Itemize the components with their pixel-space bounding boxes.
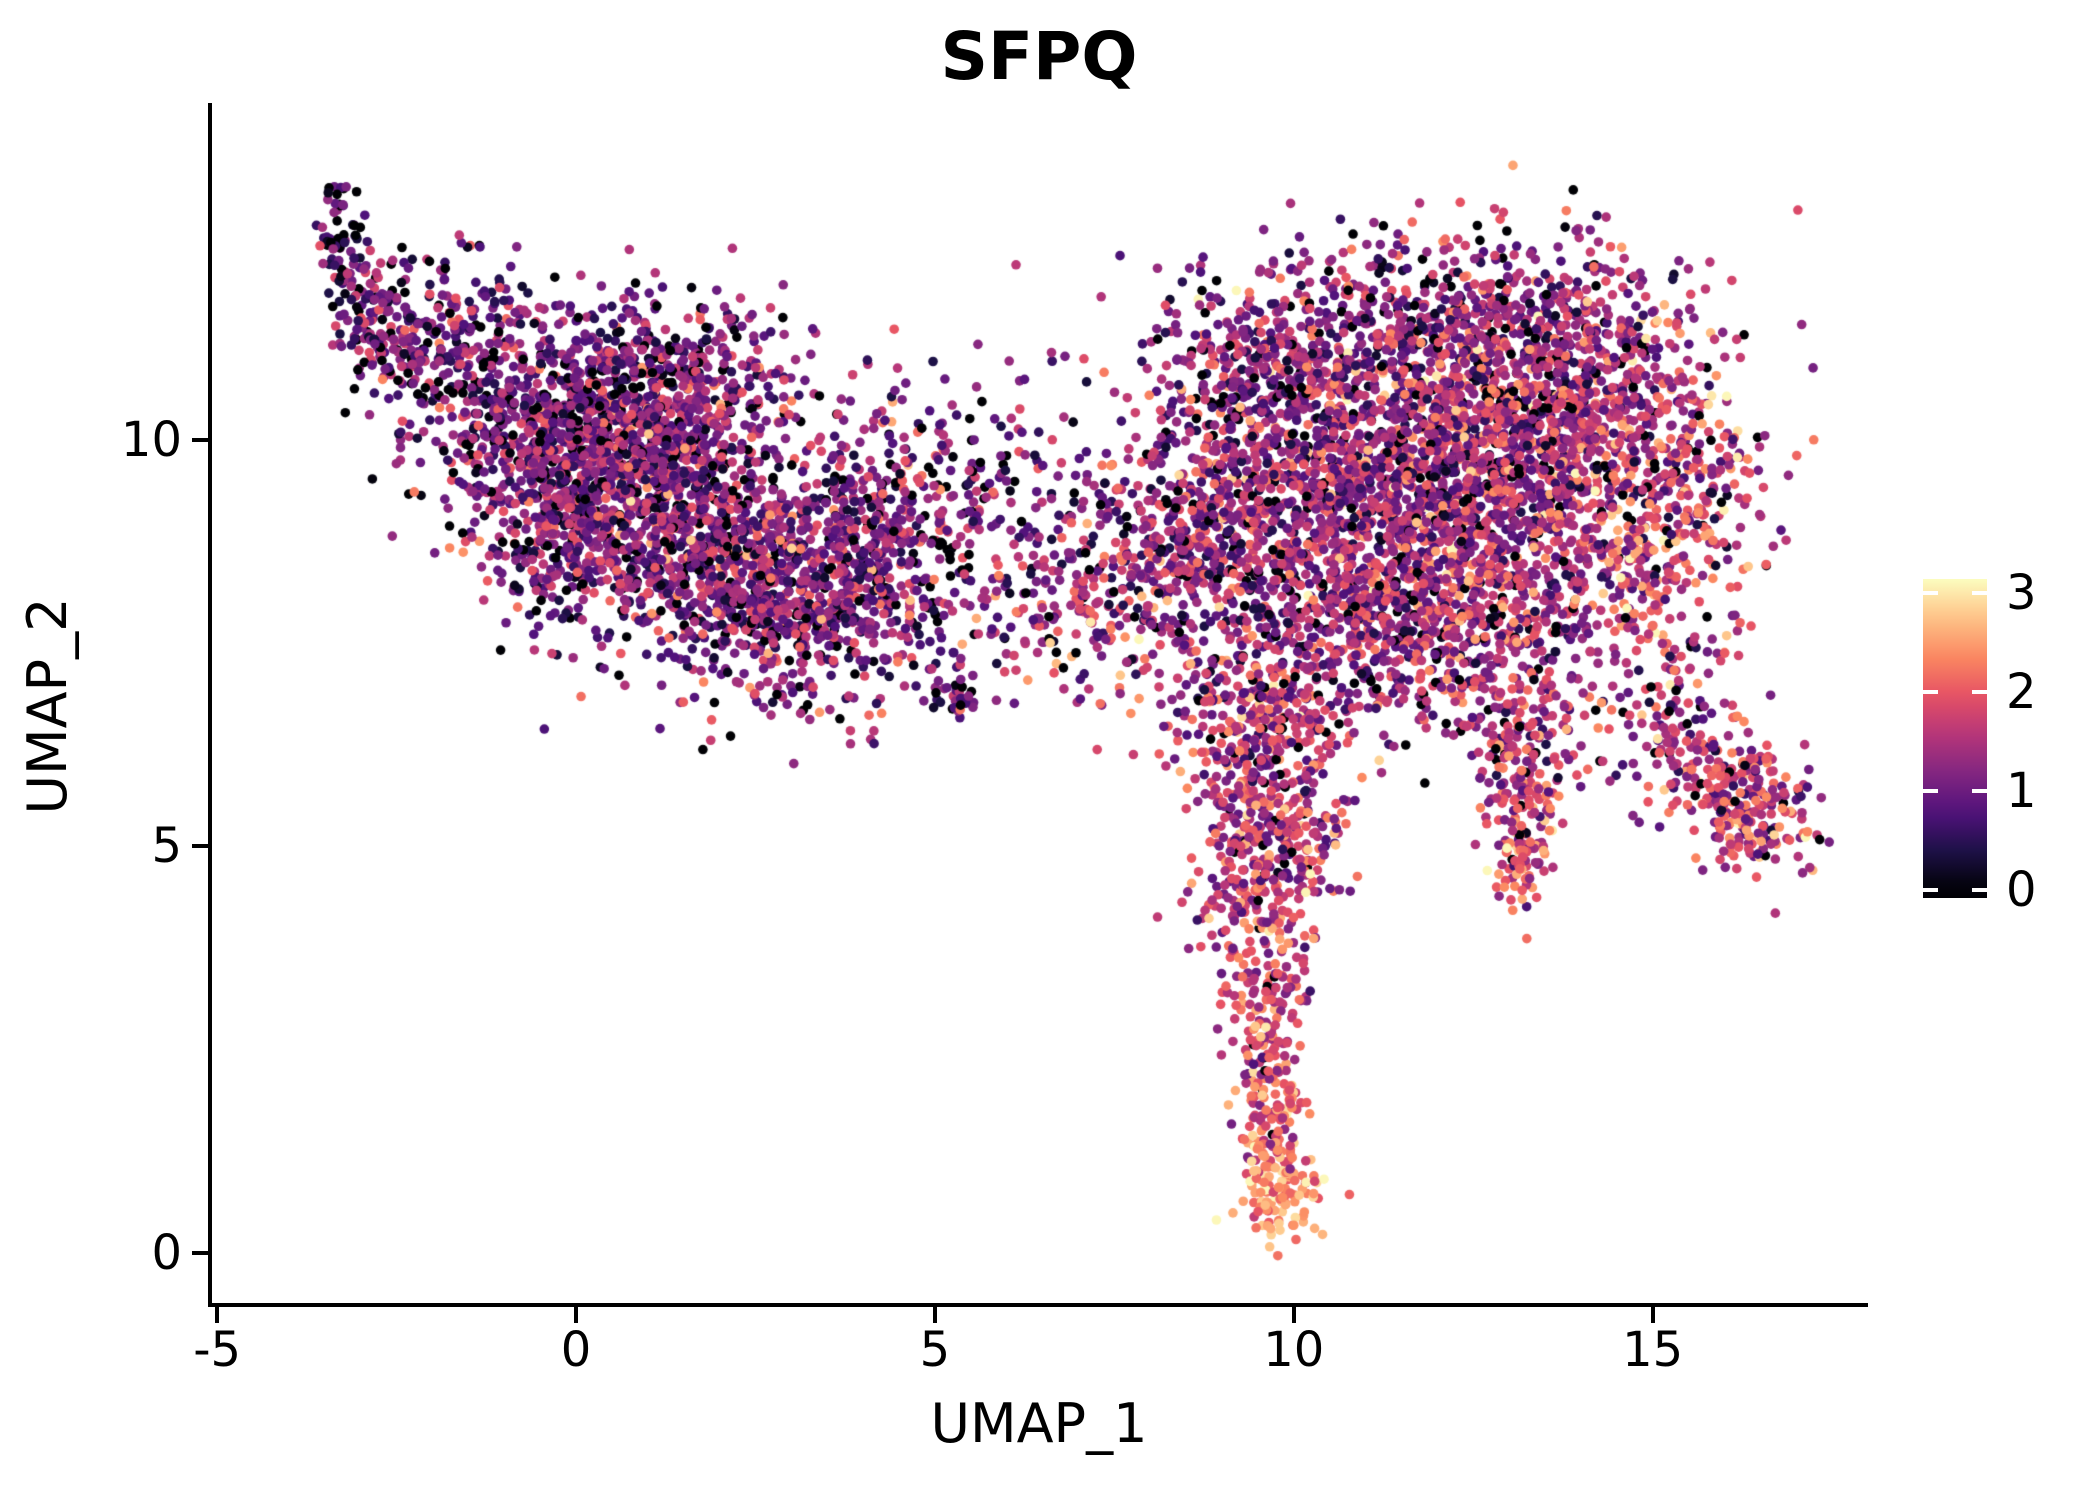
colorbar-label-3: 3 xyxy=(2006,564,2037,621)
x-tick-mark-5 xyxy=(932,1307,937,1323)
colorbar-gradient xyxy=(1923,579,1987,898)
y-tick-label-10: 10 xyxy=(120,411,182,468)
colorbar-tick-left-3 xyxy=(1923,590,1938,595)
colorbar-tick-right-1 xyxy=(1972,789,1987,793)
x-tick-label-10: 10 xyxy=(1263,1322,1325,1378)
colorbar-tick-right-2 xyxy=(1972,689,1987,694)
x-tick-mark-15 xyxy=(1650,1307,1655,1323)
colorbar-tick-right-3 xyxy=(1972,590,1987,595)
x-tick-mark-10 xyxy=(1291,1307,1296,1323)
colorbar-label-2: 2 xyxy=(2006,663,2037,720)
colorbar-tick-left-1 xyxy=(1923,789,1938,793)
colorbar-tick-right-0 xyxy=(1972,888,1987,893)
y-tick-mark-10 xyxy=(192,437,208,442)
x-tick-mark-0 xyxy=(574,1307,579,1323)
y-tick-label-0: 0 xyxy=(151,1224,182,1281)
x-tick-label-0: 0 xyxy=(560,1322,592,1378)
colorbar-label-1: 1 xyxy=(2006,763,2037,819)
y-tick-label-5: 5 xyxy=(151,818,182,875)
x-tick-mark--5 xyxy=(215,1307,220,1323)
y-tick-mark-0 xyxy=(192,1250,208,1255)
y-tick-mark-5 xyxy=(192,844,208,849)
x-axis-line xyxy=(208,1303,1868,1307)
x-tick-label--5: -5 xyxy=(193,1322,242,1378)
colorbar-tick-left-2 xyxy=(1923,689,1938,694)
colorbar-label-0: 0 xyxy=(2006,862,2037,919)
y-axis-label: UMAP_2 xyxy=(16,597,79,815)
plot-title: SFPQ xyxy=(940,18,1138,95)
x-axis-label: UMAP_1 xyxy=(930,1392,1148,1455)
colorbar-tick-left-0 xyxy=(1923,888,1938,893)
x-tick-label-5: 5 xyxy=(919,1322,951,1378)
y-axis-line xyxy=(208,103,212,1307)
x-tick-label-15: 15 xyxy=(1622,1322,1684,1378)
